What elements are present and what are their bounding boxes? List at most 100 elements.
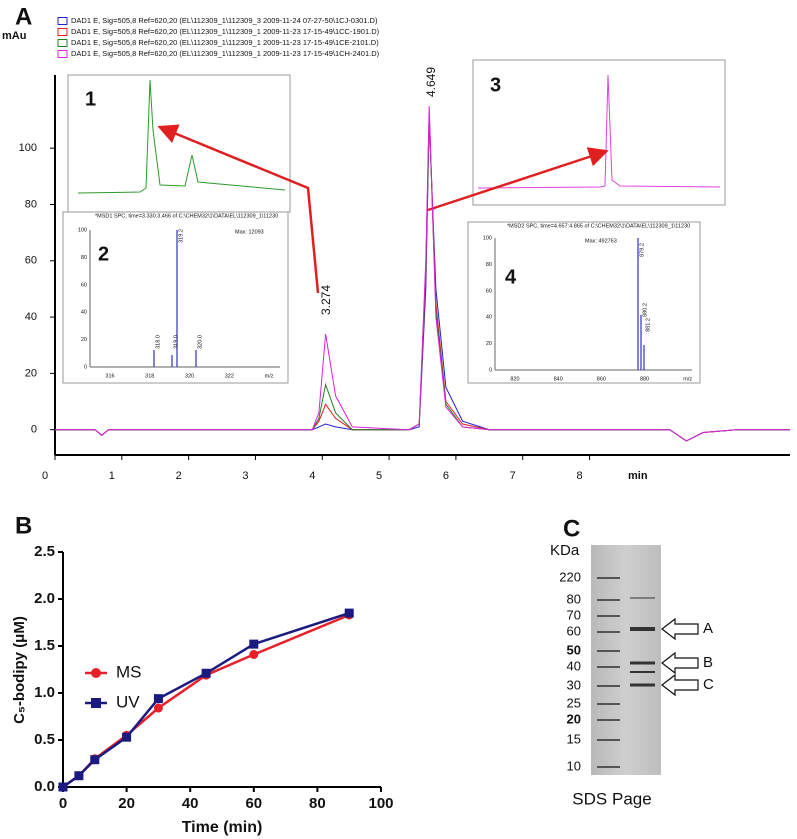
data-point	[153, 694, 163, 704]
data-point	[249, 649, 259, 659]
inset-x-tick: 322	[225, 373, 234, 379]
inset-y-tick: 60	[81, 282, 87, 288]
inset-frame	[467, 221, 701, 384]
inset-peak-label: 320.0	[197, 335, 203, 349]
inset-x-tick: 820	[510, 376, 519, 382]
legend-label: DAD1 E, Sig=505,8 Ref=620,20 (EL\112309_…	[71, 16, 378, 25]
inset-peak-label: 880.2	[642, 303, 648, 317]
inset-peak-label: 318.0	[155, 335, 161, 349]
y-tick-label: 0	[31, 424, 37, 436]
inset-header: *MSD2 SPC, time=4.657:4.865 of C:\CHEM32…	[507, 223, 690, 229]
inset-trace	[77, 79, 286, 194]
y-tick-label: 60	[25, 255, 37, 267]
x-tick-label: 0	[59, 795, 67, 812]
ladder-bands	[597, 577, 620, 768]
inset-peak-label: 319.2	[178, 229, 184, 243]
y-tick-label: 20	[25, 367, 37, 379]
inset-y-tick: 20	[486, 341, 492, 347]
legend-label: UV	[116, 692, 140, 711]
legend-label: MS	[116, 662, 142, 681]
arrow	[427, 147, 609, 212]
gel-caption: SDS Page	[572, 789, 651, 808]
band-label: C	[703, 676, 714, 693]
legend-marker	[91, 668, 101, 678]
legend-swatch	[57, 17, 68, 25]
y-tick-label: 2.5	[34, 543, 55, 560]
legend-swatch	[57, 50, 68, 58]
arrow	[157, 124, 320, 294]
y-axis-label: C₅-bodipy (μM)	[11, 616, 28, 724]
inset-bars	[153, 230, 197, 367]
marker-label: 70	[567, 607, 581, 622]
marker-label: 40	[567, 658, 581, 673]
inset-number: 1	[85, 88, 96, 110]
band-label: B	[703, 654, 713, 671]
legend-marker	[91, 698, 101, 708]
y-tick-label: 0.5	[34, 731, 55, 748]
inset-header: *MSD1 SPC, time=3.330:3.466 of C:\CHEM32…	[95, 213, 278, 219]
inset-y-tick: 0	[84, 364, 87, 370]
x-tick-label: 80	[309, 795, 326, 812]
inset-y-tick: 20	[81, 337, 87, 343]
data-point	[249, 639, 259, 649]
x-tick-label: 8	[576, 470, 582, 482]
inset-number: 3	[490, 74, 501, 96]
insets	[62, 59, 726, 384]
sample-bands	[630, 597, 655, 687]
marker-label: 10	[567, 758, 581, 773]
data-point	[201, 668, 211, 678]
y-tick-label: 100	[19, 142, 37, 154]
x-tick-label: 6	[443, 470, 449, 482]
inset-x-tick: 840	[554, 376, 563, 382]
peak-label: 4.649	[424, 67, 438, 97]
inset-peak-label: 881.2	[645, 318, 651, 332]
x-tick-label: 2	[176, 470, 182, 482]
panel-letter: C	[563, 515, 580, 542]
data-point	[153, 703, 163, 713]
data-point	[344, 608, 354, 618]
inset-peak-label: 319.0	[173, 335, 179, 349]
x-tick-label: 60	[245, 795, 262, 812]
inset-x-tick: 318	[145, 373, 154, 379]
inset-x-tick: 860	[597, 376, 606, 382]
marker-label: 20	[567, 711, 581, 726]
x-tick-label: 20	[118, 795, 135, 812]
inset-y-tick: 40	[81, 310, 87, 316]
inset-y-tick: 40	[486, 315, 492, 321]
inset-max: Max: 492763	[585, 238, 617, 244]
legend-swatch	[57, 28, 68, 36]
marker-label: 15	[567, 731, 581, 746]
inset-y-tick: 0	[489, 367, 492, 373]
y-tick-label: 2.0	[34, 590, 55, 607]
inset-x-tick: 320	[185, 373, 194, 379]
inset-x-tick: m/z	[683, 376, 692, 382]
data-point	[58, 782, 68, 792]
x-tick-label: 3	[242, 470, 248, 482]
x-tick-label: 1	[109, 470, 115, 482]
inset-y-tick: 80	[486, 262, 492, 268]
inset-number: 2	[98, 243, 109, 265]
y-tick-label: 1.0	[34, 684, 55, 701]
marker-label: 50	[567, 642, 581, 657]
inset-x-tick: 880	[640, 376, 649, 382]
marker-label: 60	[567, 623, 581, 638]
inset-x-tick: m/z	[265, 373, 274, 379]
x-tick-label: 7	[510, 470, 516, 482]
marker-label: 30	[567, 677, 581, 692]
x-axis-label: Time (min)	[182, 819, 263, 836]
panel-letter: A	[15, 3, 32, 30]
marker-label: 220	[559, 569, 581, 584]
gel-image	[591, 545, 661, 775]
band-arrows	[661, 617, 699, 697]
x-tick-label: 100	[368, 795, 393, 812]
x-axis-label: min	[628, 470, 648, 482]
y-axis-label: mAu	[2, 30, 26, 42]
inset-peak-label: 879.2	[639, 243, 645, 257]
band-label: A	[703, 620, 713, 637]
panel-letter: B	[15, 512, 32, 539]
legend-swatch	[57, 39, 68, 47]
y-tick-label: 0.0	[34, 778, 55, 795]
inset-frame	[62, 211, 289, 384]
x-tick-label: 0	[42, 470, 48, 482]
